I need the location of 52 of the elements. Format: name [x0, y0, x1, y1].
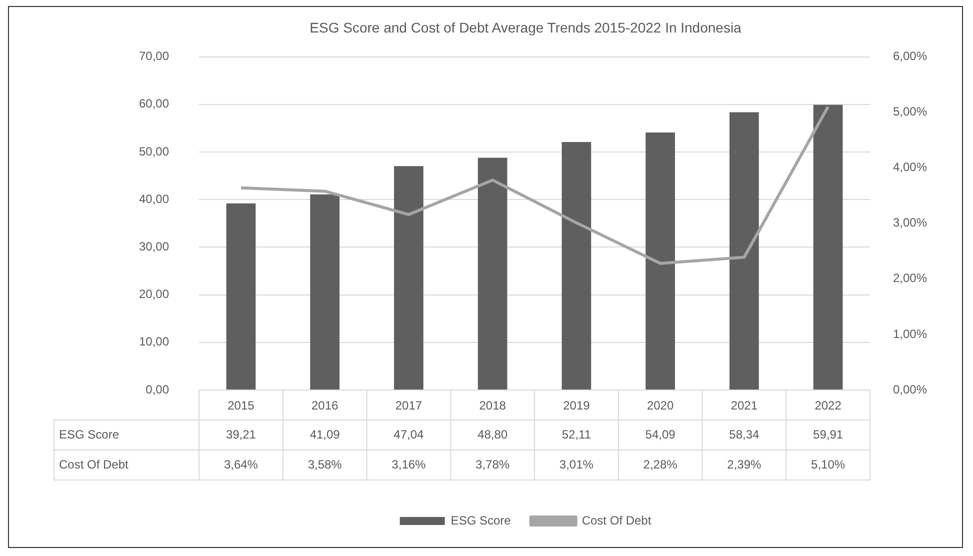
text: Cost Of Debt	[59, 457, 128, 472]
x-tick-label: 2016	[311, 398, 338, 413]
bar	[562, 142, 592, 390]
y2-tick-label: 5,00%	[892, 104, 928, 119]
y-tick-label: 70,00	[139, 49, 170, 64]
y-tick-label: 20,00	[139, 287, 170, 302]
x-tick-label: 2019	[563, 398, 590, 413]
y2-tick-label: 4,00%	[892, 160, 928, 174]
x-tick-label: 2018	[479, 398, 506, 413]
bar	[813, 104, 843, 390]
data-label: 2,28%	[643, 457, 678, 472]
data-label: 3,58%	[308, 457, 342, 472]
y2-tick-label: 0,00%	[892, 382, 928, 396]
y2-tick-label: 2,00%	[892, 271, 928, 286]
data-label: 47,04	[394, 427, 424, 442]
y-tick-label: 10,00	[139, 334, 170, 349]
data-label: 54,09	[645, 427, 676, 442]
y-tick-label: 60,00	[139, 96, 170, 111]
data-label: 3,16%	[392, 457, 426, 472]
legend-label: Cost Of Debt	[582, 513, 652, 528]
data-label: 3,78%	[476, 457, 510, 472]
x-tick-label: 2015	[228, 398, 255, 413]
x-tick-label: 2020	[646, 398, 674, 413]
data-label: 59,91	[813, 427, 844, 442]
data-label: 41,09	[310, 427, 340, 442]
data-label: 5,10%	[811, 457, 846, 472]
bar	[394, 166, 424, 390]
y2-tick-label: 1,00%	[892, 326, 928, 341]
y2-tick-label: 6,00%	[892, 49, 928, 64]
data-label: 3,01%	[559, 457, 594, 472]
bar	[729, 112, 759, 390]
bar	[226, 203, 256, 390]
y-tick-label: 50,00	[139, 144, 170, 158]
chart-title: ESG Score and Cost of Debt Average Trends 2015-2022 In Indonesia	[310, 19, 742, 36]
bar	[310, 194, 340, 390]
x-tick-label: 2022	[814, 398, 842, 413]
data-label: 58,34	[729, 427, 760, 442]
data-label: 48,80	[478, 427, 508, 442]
y-tick-label: 30,00	[139, 240, 170, 254]
x-tick-label: 2017	[395, 398, 422, 413]
data-label: 3,64%	[224, 457, 258, 472]
y-tick-label: 40,00	[139, 192, 170, 206]
y2-tick-label: 3,00%	[892, 216, 928, 230]
data-label: 39,21	[226, 427, 256, 442]
bar	[478, 158, 508, 390]
legend-label: ESG Score	[450, 513, 512, 528]
text: ESG Score	[59, 427, 120, 442]
bar	[646, 132, 675, 390]
data-label: 52,11	[562, 427, 592, 442]
data-label: 2,39%	[727, 457, 762, 472]
x-tick-label: 2021	[730, 398, 758, 413]
y-tick-label: 0,00	[146, 382, 170, 396]
